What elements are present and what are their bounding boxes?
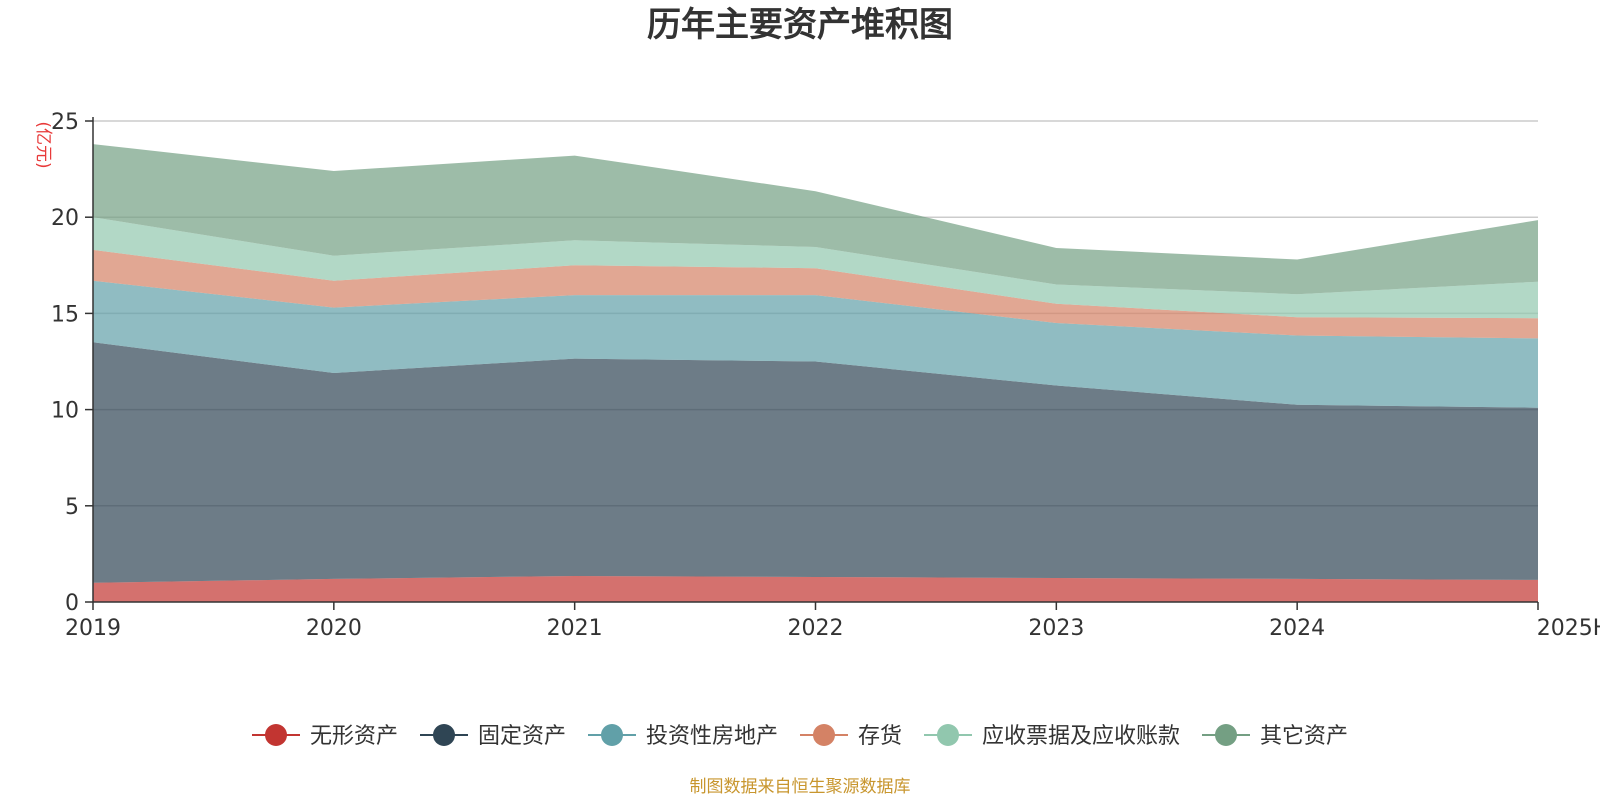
x-tick-label: 2025H1 (1537, 616, 1600, 641)
area-series-3 (93, 249, 1538, 339)
legend-label: 存货 (858, 724, 902, 749)
x-tick-label: 2019 (65, 616, 121, 641)
legend-label: 投资性房地产 (646, 724, 778, 749)
y-tick-label: 20 (51, 206, 79, 231)
area-series-4 (93, 217, 1538, 319)
y-tick-label: 25 (51, 110, 79, 135)
x-tick-label: 2023 (1028, 616, 1084, 641)
y-tick-label: 10 (51, 399, 79, 424)
x-tick-label: 2024 (1269, 616, 1325, 641)
legend-item-4[interactable]: 应收票据及应收账款 (924, 724, 1180, 749)
legend-label: 应收票据及应收账款 (982, 724, 1180, 749)
legend-marker (937, 724, 959, 746)
area-series-0 (93, 576, 1538, 602)
legend-label: 其它资产 (1260, 724, 1348, 749)
x-tick-labels: 2019 2020 2021 2022 2023 2024 2025H1 (65, 602, 1600, 641)
chart-title: 历年主要资产堆积图 (647, 5, 953, 45)
legend-marker (813, 724, 835, 746)
area-series (93, 144, 1538, 602)
legend-label: 固定资产 (478, 724, 566, 749)
area-series-5 (93, 144, 1538, 295)
x-tick-label: 2022 (788, 616, 844, 641)
area-series-2 (93, 280, 1538, 408)
legend-marker (1215, 724, 1237, 746)
y-tick-label: 15 (51, 302, 79, 327)
legend[interactable]: 无形资产 固定资产 投资性房地产 存货 应收票据及应收账款 其它资产 (252, 724, 1348, 749)
legend-item-0[interactable]: 无形资产 (252, 724, 398, 749)
legend-item-2[interactable]: 投资性房地产 (588, 724, 778, 749)
legend-item-1[interactable]: 固定资产 (420, 724, 566, 749)
source-note: 制图数据来自恒生聚源数据库 (690, 777, 911, 797)
y-tick-label: 0 (65, 591, 79, 616)
y-tick-label: 5 (65, 495, 79, 520)
y-axis-unit-label: (亿元) (33, 121, 53, 168)
x-tick-label: 2021 (547, 616, 603, 641)
y-tick-labels: 0 5 10 15 20 25 (51, 110, 93, 616)
legend-item-5[interactable]: 其它资产 (1202, 724, 1348, 749)
x-tick-label: 2020 (306, 616, 362, 641)
area-series-1 (93, 342, 1538, 583)
legend-marker (433, 724, 455, 746)
legend-marker (601, 724, 623, 746)
legend-label: 无形资产 (310, 724, 398, 749)
legend-marker (265, 724, 287, 746)
legend-item-3[interactable]: 存货 (800, 724, 902, 749)
